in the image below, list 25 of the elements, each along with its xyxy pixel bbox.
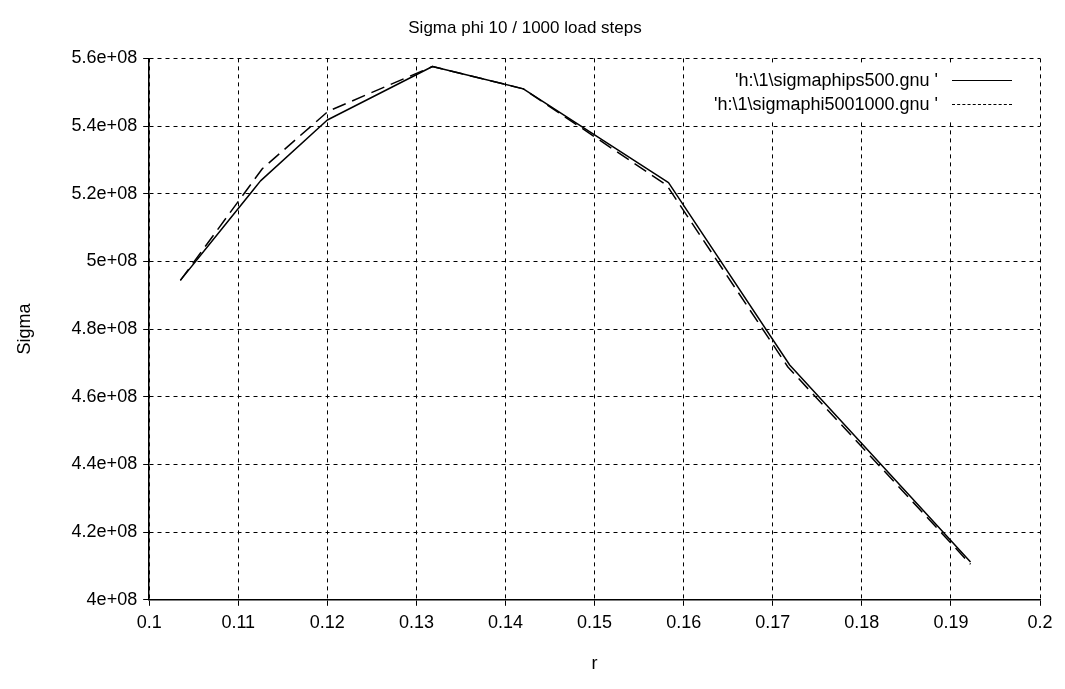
- x-tick-label: 0.2: [1027, 611, 1053, 632]
- y-tick-label: 5e+08: [86, 250, 138, 271]
- x-tick-label: 0.14: [487, 611, 524, 632]
- y-tick-label: 5.2e+08: [71, 182, 138, 203]
- x-tick-label: 0.18: [844, 611, 880, 632]
- chart-title: Sigma phi 10 / 1000 load steps: [408, 17, 642, 37]
- x-tick-label: 0.11: [221, 611, 256, 632]
- y-tick-label: 4e+08: [86, 588, 138, 609]
- x-tick-label: 0.19: [933, 611, 969, 632]
- x-tick-label: 0.13: [398, 611, 434, 632]
- y-tick-label: 5.6e+08: [71, 47, 138, 68]
- y-axis-title: Sigma: [13, 302, 34, 355]
- x-tick-label: 0.17: [755, 611, 791, 632]
- y-tick-label: 4.4e+08: [71, 453, 138, 474]
- y-tick-label: 4.6e+08: [71, 385, 138, 406]
- x-tick-label: 0.12: [309, 611, 345, 632]
- y-tick-label: 4.2e+08: [71, 521, 138, 542]
- legend-label: 'h:\1\sigmaphips500.gnu ': [734, 69, 938, 93]
- y-tick-label: 5.4e+08: [71, 115, 138, 136]
- x-tick-label: 0.16: [666, 611, 702, 632]
- legend-label: 'h:\1\sigmaphi5001000.gnu ': [713, 93, 938, 117]
- x-tick-label: 0.15: [577, 611, 613, 632]
- x-axis-title: r: [591, 653, 598, 674]
- x-tick-label: 0.1: [136, 611, 162, 632]
- y-tick-label: 4.8e+08: [71, 318, 138, 339]
